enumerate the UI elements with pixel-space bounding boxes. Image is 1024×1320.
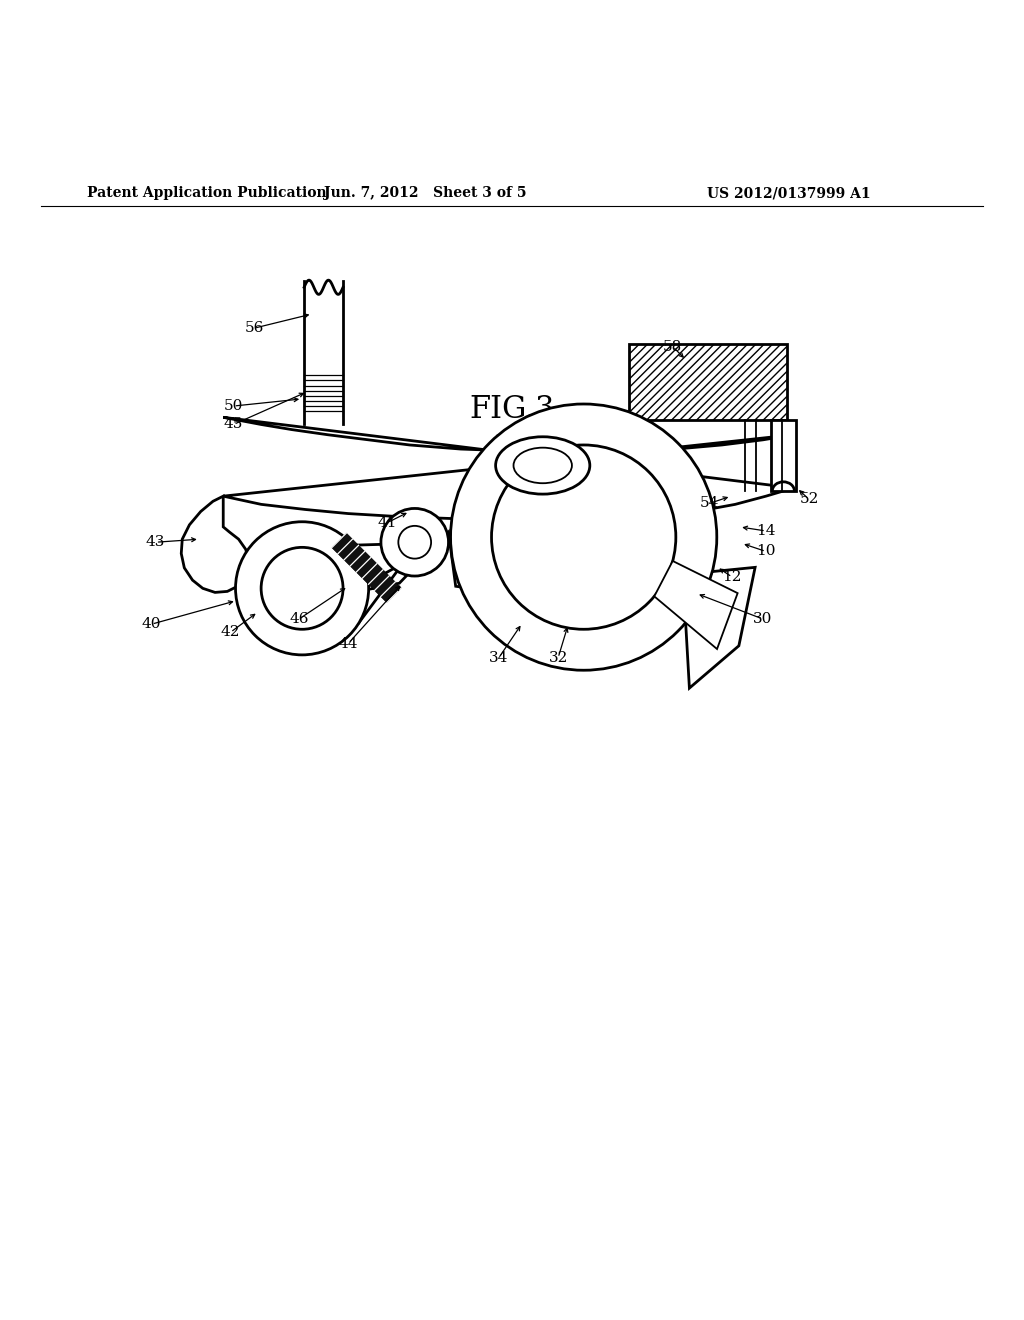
Polygon shape (348, 436, 507, 622)
Text: 12: 12 (722, 570, 742, 583)
Text: 42: 42 (220, 626, 241, 639)
Text: 56: 56 (245, 321, 263, 335)
Polygon shape (654, 561, 737, 649)
Circle shape (398, 525, 431, 558)
Circle shape (261, 548, 343, 630)
Text: 54: 54 (700, 496, 719, 511)
Text: 44: 44 (338, 636, 358, 651)
Text: 41: 41 (377, 516, 397, 529)
Polygon shape (332, 533, 401, 603)
Text: 50: 50 (224, 399, 243, 413)
Text: 52: 52 (800, 492, 818, 507)
Text: FIG.3: FIG.3 (469, 393, 555, 425)
Circle shape (451, 404, 717, 671)
Ellipse shape (496, 437, 590, 494)
Circle shape (492, 445, 676, 630)
Polygon shape (223, 417, 794, 519)
Text: 58: 58 (664, 339, 682, 354)
Text: US 2012/0137999 A1: US 2012/0137999 A1 (707, 186, 870, 201)
Text: 45: 45 (224, 417, 243, 432)
Polygon shape (686, 568, 755, 688)
Ellipse shape (513, 447, 572, 483)
Bar (771, 420, 796, 491)
Text: 46: 46 (289, 612, 309, 626)
Circle shape (381, 508, 449, 576)
Text: 32: 32 (549, 651, 567, 665)
Text: Patent Application Publication: Patent Application Publication (87, 186, 327, 201)
Text: 34: 34 (489, 651, 508, 665)
Polygon shape (181, 496, 249, 593)
Bar (629, 343, 787, 420)
Text: 43: 43 (146, 535, 165, 549)
Text: 30: 30 (754, 612, 772, 626)
Text: 14: 14 (756, 524, 776, 539)
Text: 40: 40 (141, 618, 162, 631)
Text: 10: 10 (756, 544, 776, 558)
Text: Jun. 7, 2012   Sheet 3 of 5: Jun. 7, 2012 Sheet 3 of 5 (324, 186, 526, 201)
Circle shape (236, 521, 369, 655)
